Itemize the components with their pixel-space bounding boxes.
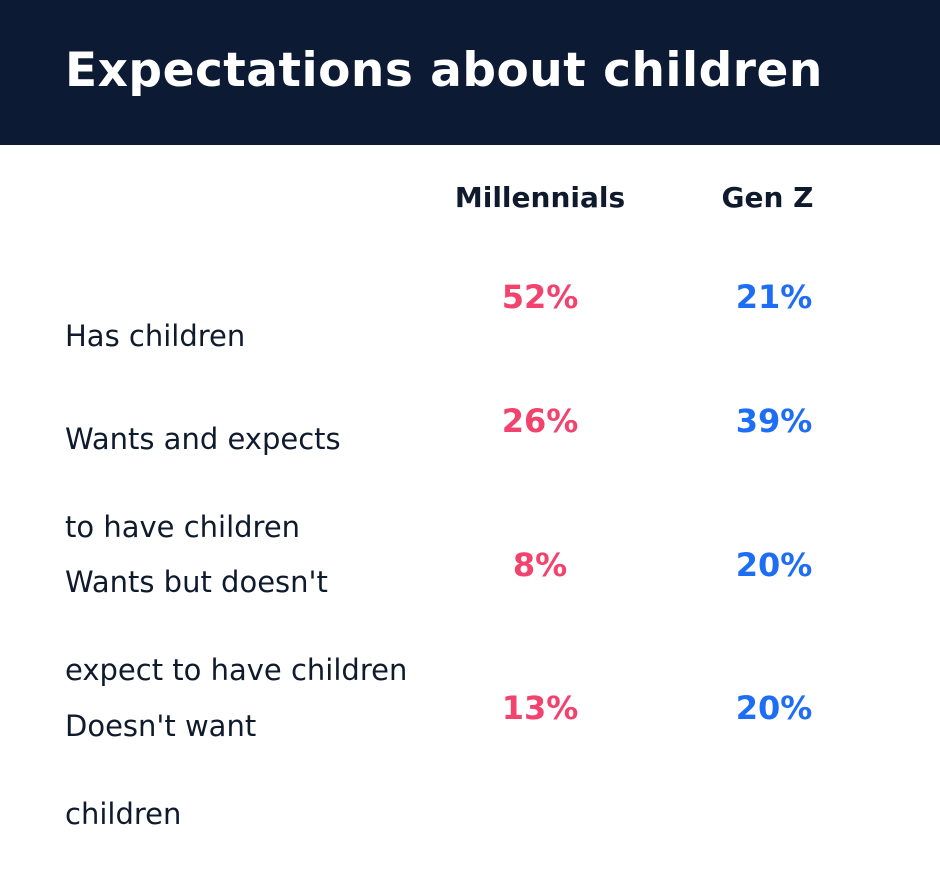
column-header-gen-z: Gen Z	[721, 181, 814, 214]
value-millennials-wants-and-expects: 26%	[501, 402, 579, 440]
value-gen-z-wants-and-expects: 39%	[735, 402, 813, 440]
value-millennials-wants-but-doesnt-expect: 8%	[512, 546, 568, 584]
row-label-line: to have children	[65, 510, 301, 544]
row-label-doesnt-want: Doesn't want children	[65, 660, 445, 880]
row-label-line: Wants and expects	[65, 422, 341, 456]
value-gen-z-has-children: 21%	[735, 278, 813, 316]
value-gen-z-wants-but-doesnt-expect: 20%	[735, 546, 813, 584]
column-header-millennials: Millennials	[454, 181, 626, 214]
row-label-has-children: Has children	[65, 270, 445, 358]
row-label-line: Has children	[65, 319, 246, 353]
row-label-line: Doesn't want	[65, 709, 257, 743]
value-millennials-doesnt-want: 13%	[501, 689, 579, 727]
row-label-wants-but-doesnt-expect: Wants but doesn't expect to have childre…	[65, 516, 445, 736]
page-title: Expectations about children	[65, 43, 823, 98]
value-millennials-has-children: 52%	[501, 278, 579, 316]
row-label-line: expect to have children	[65, 653, 408, 687]
row-label-line: children	[65, 797, 182, 831]
header-banner: Expectations about children	[0, 0, 940, 145]
row-label-wants-and-expects: Wants and expects to have children	[65, 373, 445, 593]
row-label-line: Wants but doesn't	[65, 565, 328, 599]
value-gen-z-doesnt-want: 20%	[735, 689, 813, 727]
